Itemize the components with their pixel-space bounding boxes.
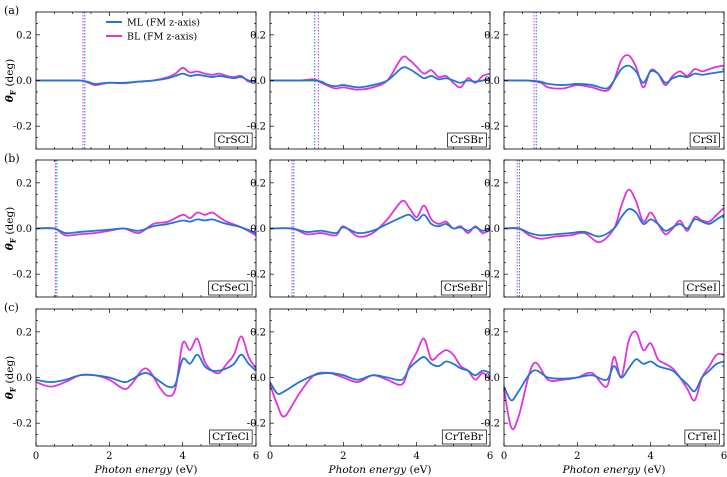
series-line-bl <box>36 67 257 87</box>
panel-crtebr: -0.2 0.0 0.2 0 2 4 6 Photon energy (eV) CrTeBr <box>247 308 493 476</box>
x-tick-label: 4 <box>179 451 185 462</box>
x-tick-label: 2 <box>340 451 346 462</box>
y-tick-label: 0.0 <box>250 76 266 87</box>
material-label-box <box>208 280 253 296</box>
material-label-box <box>683 280 720 296</box>
y-tick-label: 0.0 <box>16 76 32 87</box>
row-label: (a) <box>4 4 19 17</box>
y-tick-label: 0.2 <box>16 327 32 338</box>
material-label: CrTeI <box>687 431 717 443</box>
y-tick-label: 0.0 <box>16 224 32 235</box>
material-label: CrSeCl <box>211 282 249 294</box>
x-tick-label: 4 <box>413 451 419 462</box>
series-line-bl <box>35 211 257 237</box>
x-tick-label: 0 <box>501 451 507 462</box>
legend-entry: BL (FM z-axis) <box>127 32 197 43</box>
series-line-ml <box>270 66 491 89</box>
legend-entry: ML (FM z-axis) <box>127 18 200 29</box>
y-tick-label: -0.2 <box>481 419 500 430</box>
series-line-ml <box>36 72 257 85</box>
y-tick-label: -0.2 <box>247 270 266 281</box>
y-axis-label: θF (deg) <box>4 59 18 103</box>
x-tick-label: 0 <box>267 451 273 462</box>
x-axis-label: Photon energy (eV) <box>562 464 666 476</box>
series-line-ml <box>35 218 257 235</box>
material-label-box <box>209 429 253 445</box>
series-line-bl <box>503 330 725 431</box>
y-tick-label: -0.2 <box>13 419 32 430</box>
material-label: CrSeI <box>686 282 717 294</box>
panel-crtecl: -0.2 0.0 0.2 0 2 4 6 Photon energy (eV) θF (deg)… <box>4 301 259 476</box>
y-tick-label: -0.2 <box>481 122 500 133</box>
panel-crsecl: -0.2 0.0 0.2 θF (deg) (b) CrSeCl <box>4 152 257 298</box>
series-line-bl <box>269 337 491 418</box>
panel-crsbr: -0.2 0.0 0.2 CrSBr <box>247 11 491 150</box>
panel-crsebr: -0.2 0.0 0.2 CrSeBr <box>247 159 491 298</box>
series-line-bl <box>503 54 725 92</box>
y-axis-label: θF (deg) <box>4 356 18 400</box>
axes-frame <box>35 308 257 447</box>
y-tick-label: 0.2 <box>16 30 32 41</box>
y-tick-label: 0.2 <box>250 178 266 189</box>
y-tick-label: 0.2 <box>16 178 32 189</box>
y-tick-label: -0.2 <box>247 419 266 430</box>
panel-crsei: -0.2 0.0 0.2 CrSeI <box>481 159 725 298</box>
panel-crscl: -0.2 0.0 0.2 θF (deg) (a) CrSCl ML (FM z-axis)… <box>4 4 257 150</box>
axes-frame <box>503 308 725 447</box>
material-label-box <box>441 429 487 445</box>
material-label: CrSeBr <box>444 282 484 294</box>
row-label: (b) <box>4 152 20 165</box>
series-line-ml <box>503 358 725 402</box>
x-tick-label: 6 <box>253 451 259 462</box>
y-tick-label: 0.2 <box>484 178 500 189</box>
series-line-bl <box>503 188 725 244</box>
panel-crtei: -0.2 0.0 0.2 0 2 4 6 Photon energy (eV) CrTeI <box>481 308 727 476</box>
series-line-bl <box>35 335 257 397</box>
material-label: CrTeBr <box>445 431 484 443</box>
panel-crsi: -0.2 0.0 0.2 CrSI <box>481 11 725 150</box>
y-tick-label: 0.0 <box>16 373 32 384</box>
series-line-ml <box>269 213 491 235</box>
series-line-ml <box>269 356 491 395</box>
material-label-box <box>447 132 487 148</box>
x-tick-label: 6 <box>487 451 493 462</box>
y-tick-label: 0.0 <box>484 224 500 235</box>
y-tick-label: 0.2 <box>484 30 500 41</box>
x-axis-label: Photon energy (eV) <box>94 464 198 476</box>
x-axis-label: Photon energy (eV) <box>328 464 432 476</box>
y-tick-label: 0.0 <box>484 76 500 87</box>
material-label-box <box>440 280 487 296</box>
material-label: CrSBr <box>450 134 484 146</box>
x-tick-label: 6 <box>721 451 727 462</box>
x-tick-label: 4 <box>647 451 653 462</box>
x-tick-label: 0 <box>33 451 39 462</box>
x-tick-label: 2 <box>106 451 112 462</box>
y-tick-label: -0.2 <box>13 270 32 281</box>
material-label: CrTeCl <box>212 431 249 443</box>
y-tick-label: 0.2 <box>250 327 266 338</box>
series-line-ml <box>503 208 725 238</box>
material-label-box <box>689 132 720 148</box>
y-tick-label: 0.0 <box>250 373 266 384</box>
y-axis-label: θF (deg) <box>4 207 18 251</box>
series-line-ml <box>503 64 725 90</box>
series-line-bl <box>269 55 491 91</box>
material-label: CrSCl <box>217 134 249 146</box>
y-tick-label: 0.0 <box>484 373 500 384</box>
y-tick-label: -0.2 <box>247 122 266 133</box>
series-line-ml <box>35 353 257 389</box>
y-tick-label: 0.2 <box>250 30 266 41</box>
row-label: (c) <box>4 301 19 314</box>
material-label: CrSI <box>693 134 717 146</box>
y-tick-label: -0.2 <box>13 122 32 133</box>
y-tick-label: 0.0 <box>250 224 266 235</box>
material-label-box <box>684 429 720 445</box>
material-label-box <box>214 132 253 148</box>
x-tick-label: 2 <box>574 451 580 462</box>
y-tick-label: -0.2 <box>481 270 500 281</box>
y-tick-label: 0.2 <box>484 327 500 338</box>
